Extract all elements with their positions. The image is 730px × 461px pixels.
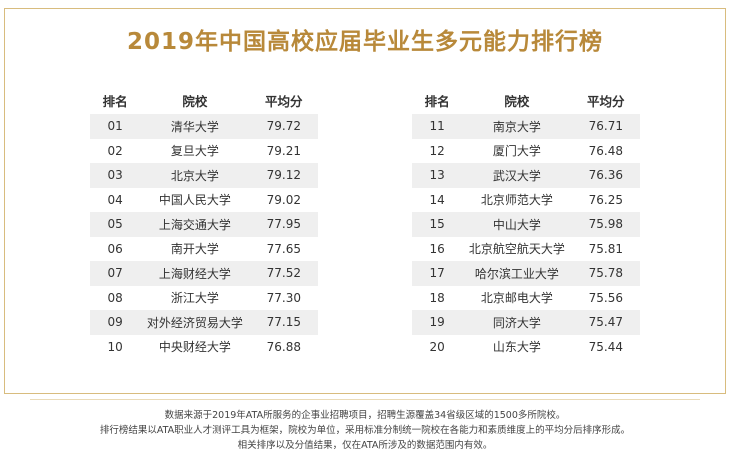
column-header: 排名 [102, 93, 128, 109]
table-row: 11 南京大学 76.71 [412, 114, 640, 139]
table-cell: 南京大学 [462, 114, 572, 139]
table-cell: 79.12 [249, 163, 318, 188]
table-row: 06 南开大学 77.65 [90, 237, 318, 262]
table-cell: 哈尔滨工业大学 [462, 261, 572, 286]
table-cell: 76.25 [588, 192, 623, 207]
column-header: 院校 [182, 93, 208, 109]
table-cell: 77.15 [249, 310, 318, 335]
table-cell: 南开大学 [170, 242, 219, 257]
table-cell: 北京邮电大学 [480, 291, 553, 306]
table-cell: 14 [429, 192, 445, 207]
table-cell: 75.78 [571, 261, 640, 286]
table-cell: 北京师范大学 [480, 193, 553, 208]
table-cell: 清华大学 [140, 114, 250, 139]
table-cell: 13 [412, 163, 463, 188]
table-row: 12 厦门大学 76.48 [412, 139, 640, 164]
table-cell: 79.72 [249, 114, 318, 139]
table-row: 16 北京航空航天大学 75.81 [412, 237, 640, 262]
footnote: 排行榜结果以ATA职业人才测评工具为框架，院校为单位，采用标准分制统一院校在各能… [99, 425, 631, 436]
column-header: 平均分 [587, 93, 625, 109]
table-cell: 04 [107, 192, 123, 207]
table-row: 08 浙江大学 77.30 [90, 286, 318, 311]
table-cell: 06 [107, 241, 123, 256]
table-row: 18 北京邮电大学 75.56 [412, 286, 640, 311]
table-cell: 17 [412, 261, 463, 286]
header-row: 排名 院校 平均分 [412, 86, 640, 114]
table-cell: 厦门大学 [492, 144, 541, 159]
table-cell: 76.36 [571, 163, 640, 188]
table-cell: 03 [90, 163, 141, 188]
header-row: 排名 院校 平均分 [90, 86, 318, 114]
table-row: 14 北京师范大学 76.25 [412, 188, 640, 213]
column-header: 排名 [424, 93, 450, 109]
table-row: 20 山东大学 75.44 [412, 335, 640, 360]
column-header: 院校 [504, 93, 530, 109]
table-cell: 08 [107, 290, 123, 305]
table-cell: 77.95 [249, 212, 318, 237]
table-row: 09 对外经济贸易大学 77.15 [90, 310, 318, 335]
table-cell: 11 [412, 114, 463, 139]
table-row: 01 清华大学 79.72 [90, 114, 318, 139]
table-cell: 中国人民大学 [158, 193, 231, 208]
table-cell: 浙江大学 [170, 291, 219, 306]
table-row: 10 中央财经大学 76.88 [90, 335, 318, 360]
table-cell: 79.02 [266, 192, 301, 207]
table-cell: 武汉大学 [462, 163, 572, 188]
table-cell: 上海交通大学 [140, 212, 250, 237]
table-cell: 山东大学 [492, 340, 541, 355]
table-cell: 上海财经大学 [140, 261, 250, 286]
table-row: 17 哈尔滨工业大学 75.78 [412, 261, 640, 286]
table-cell: 05 [90, 212, 141, 237]
table-row: 07 上海财经大学 77.52 [90, 261, 318, 286]
table-cell: 76.88 [266, 339, 301, 354]
table-cell: 北京大学 [140, 163, 250, 188]
table-cell: 75.44 [588, 339, 623, 354]
separator [30, 399, 700, 400]
table-cell: 北京航空航天大学 [468, 242, 565, 257]
table-cell: 77.65 [266, 241, 301, 256]
table-cell: 75.98 [571, 212, 640, 237]
ranking-table: 排名 院校 平均分 01 清华大学 79.72 02 复旦大学 79.21 03 北京大学 79.12… [90, 86, 318, 359]
table-cell: 15 [412, 212, 463, 237]
table-row: 13 武汉大学 76.36 [412, 163, 640, 188]
table-cell: 同济大学 [462, 310, 572, 335]
table-cell: 10 [107, 339, 123, 354]
title: 2019年中国高校应届毕业生多元能力排行榜 [126, 29, 603, 55]
table-cell: 对外经济贸易大学 [140, 310, 250, 335]
table-cell: 19 [412, 310, 463, 335]
footer: 数据来源于2019年ATA所服务的企事业招聘项目，招聘生源覆盖34省级区域的15… [0, 408, 730, 453]
table-row: 19 同济大学 75.47 [412, 310, 640, 335]
table-cell: 77.30 [266, 290, 301, 305]
table-cell: 07 [90, 261, 141, 286]
table-cell: 中山大学 [462, 212, 572, 237]
table-cell: 02 [107, 143, 123, 158]
table-cell: 01 [90, 114, 141, 139]
table-cell: 76.71 [571, 114, 640, 139]
footnote: 相关排序以及分值结果，仅在ATA所涉及的数据范围内有效。 [237, 440, 493, 451]
table-row: 15 中山大学 75.98 [412, 212, 640, 237]
table-cell: 18 [429, 290, 445, 305]
table-row: 03 北京大学 79.12 [90, 163, 318, 188]
table-cell: 复旦大学 [170, 144, 219, 159]
table-cell: 12 [429, 143, 445, 158]
table-cell: 75.56 [588, 290, 623, 305]
table-cell: 75.81 [588, 241, 623, 256]
table-cell: 76.48 [588, 143, 623, 158]
table-row: 04 中国人民大学 79.02 [90, 188, 318, 213]
footnote: 数据来源于2019年ATA所服务的企事业招聘项目，招聘生源覆盖34省级区域的15… [164, 410, 566, 421]
table-row: 05 上海交通大学 77.95 [90, 212, 318, 237]
ranking-table: 排名 院校 平均分 11 南京大学 76.71 12 厦门大学 76.48 13 武汉大学 76.36… [412, 86, 640, 359]
table-cell: 77.52 [249, 261, 318, 286]
table-row: 02 复旦大学 79.21 [90, 139, 318, 164]
table-cell: 20 [429, 339, 445, 354]
column-header: 平均分 [265, 93, 303, 109]
table-cell: 79.21 [266, 143, 301, 158]
table-cell: 09 [90, 310, 141, 335]
table-cell: 16 [429, 241, 445, 256]
table-cell: 中央财经大学 [158, 340, 231, 355]
table-cell: 75.47 [571, 310, 640, 335]
